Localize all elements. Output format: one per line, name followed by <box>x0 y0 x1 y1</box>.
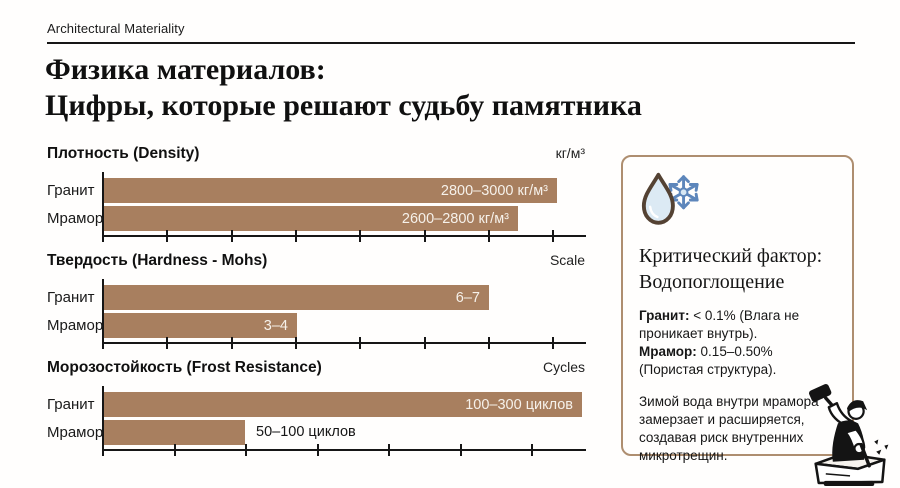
frost-unit-label: Cycles <box>542 359 585 375</box>
chart-section-hardness: Твердость (Hardness - Mohs) Scale Гранит 6–… <box>47 252 586 359</box>
page-title-line1: Физика материалов: <box>45 53 326 86</box>
hardness-axis-tick <box>359 337 362 349</box>
critical-factor-panel: Критический фактор: Водопоглощение Гранит… <box>621 155 854 463</box>
hardness-bar-marble: 3–4 <box>104 313 297 338</box>
granite-absorption-value: < 0.1% (Влага не проникает внутрь). <box>639 308 800 341</box>
frost-title: Морозостойкость (Frost Resistance) <box>47 359 322 376</box>
chart-section-frost: Морозостойкость (Frost Resistance) Cycles… <box>47 359 586 466</box>
density-row-label-granite: Гранит <box>47 182 95 199</box>
droplet-snowflake-icon <box>641 172 699 225</box>
hardness-bar-granite: 6–7 <box>104 285 489 310</box>
header-rule <box>47 42 855 44</box>
frost-bar-granite: 100–300 циклов <box>104 392 582 417</box>
density-axis-tick <box>359 230 362 242</box>
panel-body: Гранит: < 0.1% (Влага не проникает внутр… <box>639 307 836 379</box>
frost-axis-tick <box>316 444 319 456</box>
hardness-axis-tick <box>102 337 104 349</box>
hardness-axis-tick <box>294 337 297 349</box>
hardness-axis-tick <box>230 337 233 349</box>
granite-absorption-label: Гранит: <box>639 308 690 323</box>
density-axis-tick <box>166 230 169 242</box>
frost-axis-tick <box>102 444 104 456</box>
hardness-header: Твердость (Hardness - Mohs) Scale <box>47 252 585 272</box>
density-unit-label: кг/м³ <box>555 145 585 161</box>
hardness-axis-tick <box>552 337 555 349</box>
frost-axis-tick <box>173 444 176 456</box>
density-title: Плотность (Density) <box>47 145 200 162</box>
frost-bar-marble <box>104 420 245 445</box>
frost-axis-tick <box>531 444 533 456</box>
density-axis-tick <box>294 230 297 242</box>
density-x-axis <box>102 235 586 237</box>
density-row-label-marble: Мрамор <box>47 210 104 227</box>
density-axis-tick <box>552 230 555 242</box>
frost-x-axis <box>102 449 586 451</box>
panel-heading-line1: Критический фактор: <box>639 245 823 267</box>
frost-bar-label-marble: 50–100 циклов <box>256 424 356 440</box>
panel-heading-line2: Водопоглощение <box>639 271 785 293</box>
page-title-line2: Цифры, которые решают судьбу памятника <box>45 89 642 122</box>
hardness-row-label-granite: Гранит <box>47 289 95 306</box>
hardness-title: Твердость (Hardness - Mohs) <box>47 252 268 269</box>
frost-axis-tick <box>459 444 462 456</box>
hardness-unit-label: Scale <box>549 252 585 268</box>
frost-row-label-granite: Гранит <box>47 396 95 413</box>
frost-axis-tick <box>388 444 390 456</box>
density-axis-tick <box>230 230 233 242</box>
frost-row-label-marble: Мрамор <box>47 424 104 441</box>
density-axis-tick <box>423 230 426 242</box>
charts-column: Плотность (Density) кг/м³ Гранит 2800–3000 … <box>47 145 586 466</box>
density-axis-tick <box>487 230 490 242</box>
density-bar-marble: 2600–2800 кг/м³ <box>104 206 518 231</box>
marble-absorption-value: 0.15–0.50% (Пористая структура). <box>639 344 777 377</box>
frost-y-axis <box>102 386 104 451</box>
hardness-axis-tick <box>166 337 169 349</box>
hardness-row-label-marble: Мрамор <box>47 317 104 334</box>
frost-axis-tick <box>245 444 247 456</box>
density-y-axis <box>102 172 104 237</box>
stonemason-illustration <box>809 384 889 486</box>
density-bar-granite: 2800–3000 кг/м³ <box>104 178 557 203</box>
hardness-axis-tick <box>487 337 490 349</box>
density-header: Плотность (Density) кг/м³ <box>47 145 585 165</box>
frost-header: Морозостойкость (Frost Resistance) Cycles <box>47 359 585 379</box>
hardness-axis-tick <box>423 337 426 349</box>
page-title: Физика материалов: Цифры, которые решают … <box>45 52 642 124</box>
density-axis-tick <box>102 230 104 242</box>
eyebrow-label: Architectural Materiality <box>47 21 185 36</box>
panel-heading: Критический фактор: Водопоглощение <box>639 243 836 295</box>
chart-section-density: Плотность (Density) кг/м³ Гранит 2800–3000 … <box>47 145 586 252</box>
panel-note: Зимой вода внутри мрамора замерзает и ра… <box>639 394 819 463</box>
hardness-x-axis <box>102 342 586 344</box>
marble-absorption-label: Мрамор: <box>639 344 697 359</box>
hardness-y-axis <box>102 279 104 344</box>
